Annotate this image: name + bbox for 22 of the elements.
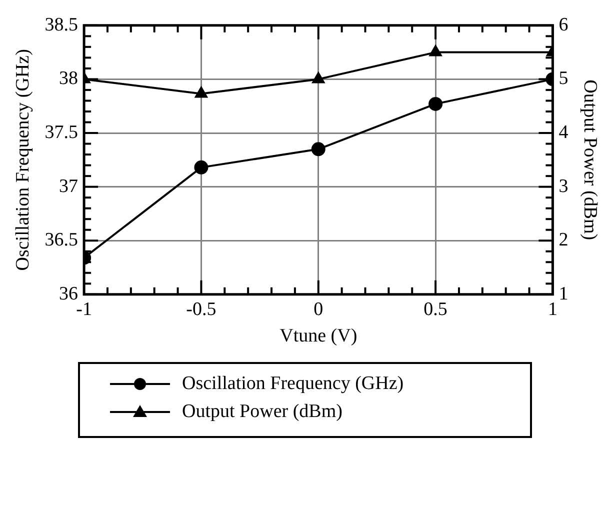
y2-axis-title: Output Power (dBm)	[580, 80, 601, 240]
x-tick-label: -0.5	[186, 298, 216, 320]
y-tick-label: 36	[59, 283, 78, 304]
x-tick-label: -1	[76, 298, 92, 320]
y-tick-label: 38.5	[44, 14, 78, 36]
y2-tick-label: 2	[558, 230, 568, 251]
y-tick-label: 37.5	[44, 122, 78, 143]
x-tick-label: 1	[548, 298, 558, 320]
y2-tick-label: 6	[558, 14, 568, 36]
y2-tick-label: 3	[558, 176, 568, 197]
x-axis-title: Vtune (V)	[280, 326, 358, 347]
y2-tick-label: 1	[558, 283, 568, 304]
legend-label: Oscillation Frequency (GHz)	[182, 373, 404, 395]
legend-label: Output Power (dBm)	[182, 401, 342, 423]
y2-tick-label: 5	[558, 68, 568, 90]
y-axis-title: Oscillation Frequency (GHz)	[12, 49, 34, 271]
x-tick-label: 0.5	[424, 298, 448, 320]
y-tick-label: 38	[59, 68, 78, 90]
y-tick-label: 37	[59, 176, 78, 197]
y-tick-label: 36.5	[44, 230, 78, 251]
y2-tick-label: 4	[558, 122, 569, 143]
x-tick-label: 0	[314, 298, 324, 320]
